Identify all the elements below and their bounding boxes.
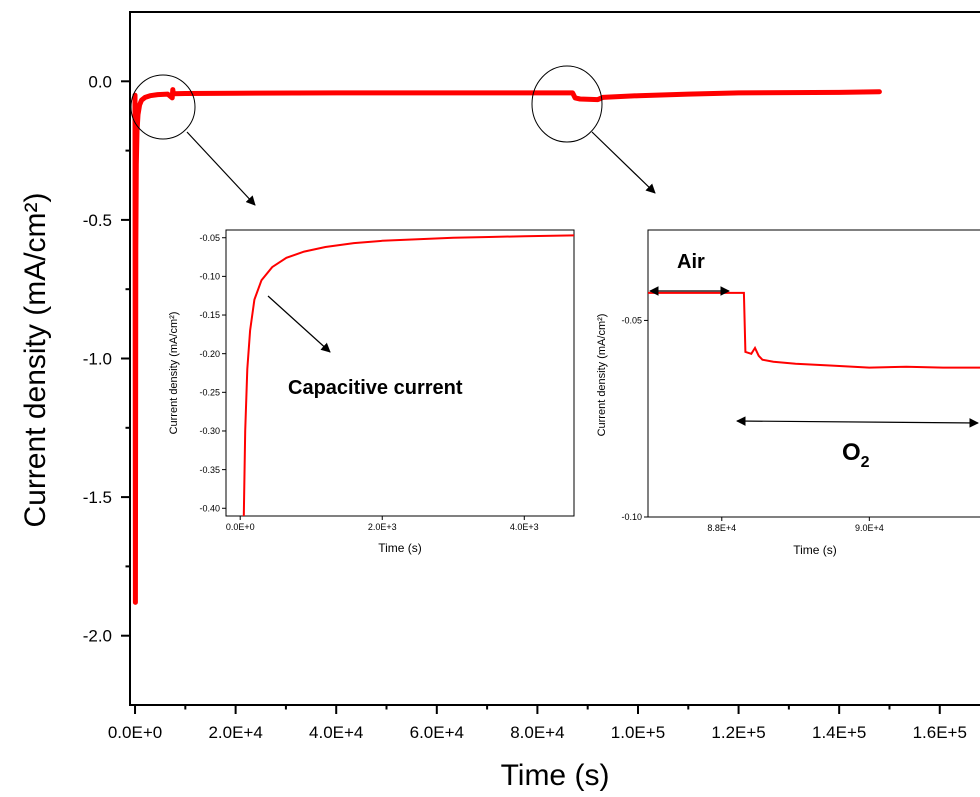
o2-label-subscript: 2 — [861, 454, 870, 471]
inset1-y-tick-label: -0.15 — [199, 310, 220, 320]
zoom-circle-switch — [531, 65, 603, 143]
main-y-tick-label: 0.0 — [88, 72, 112, 91]
inset2-series-line — [648, 291, 980, 369]
main-x-tick-label: 2.0E+4 — [208, 723, 262, 742]
inset1-annotation: Capacitive current — [288, 377, 463, 399]
inset1-y-tick-label: -0.25 — [199, 387, 220, 397]
main-x-tick-label: 1.6E+5 — [913, 723, 967, 742]
main-y-tick-label: -1.5 — [83, 488, 112, 507]
main-x-tick-label: 4.0E+4 — [309, 723, 363, 742]
inset2-y-tick-label: -0.10 — [621, 512, 642, 522]
main-y-tick-label: -2.0 — [83, 627, 112, 646]
inset2-y-tick-label: -0.05 — [621, 316, 642, 326]
inset-gas-switch: 8.8E+4 9.0E+4 -0.05 -0.10 Air O2 Time (s) C… — [596, 229, 980, 557]
inset1-x-tick-label: 2.0E+3 — [368, 522, 397, 532]
inset1-y-axis-label: Current density (mA/cm²) — [168, 312, 180, 435]
main-y-axis-label: Current density (mA/cm²) — [19, 192, 52, 527]
inset2-x-tick-label: 8.8E+4 — [707, 523, 736, 533]
air-label: Air — [677, 251, 705, 273]
inset1-y-tick-label: -0.05 — [199, 233, 220, 243]
main-x-tick-label: 8.0E+4 — [510, 723, 564, 742]
inset-capacitive: 0.0E+0 2.0E+3 4.0E+3 -0.05 -0.10 -0.15 -0.20 -0… — [168, 229, 575, 555]
inset1-x-axis-label: Time (s) — [378, 541, 422, 555]
main-x-tick-label: 1.2E+5 — [711, 723, 765, 742]
main-x-ticks: 0.0E+0 2.0E+4 4.0E+4 6.0E+4 8.0E+4 1.0E+5 1.2E… — [108, 705, 967, 742]
main-series-line — [132, 87, 882, 605]
inset2-y-axis-label: Current density (mA/cm²) — [596, 314, 608, 437]
inset1-x-tick-label: 4.0E+3 — [510, 522, 539, 532]
main-x-tick-label: 0.0E+0 — [108, 723, 162, 742]
main-y-ticks: 0.0 -0.5 -1.0 -1.5 -2.0 — [83, 72, 130, 646]
main-y-tick-label: -1.0 — [83, 349, 112, 368]
inset1-ticks: 0.0E+0 2.0E+3 4.0E+3 -0.05 -0.10 -0.15 -0.20 -0… — [199, 233, 538, 532]
inset1-y-tick-label: -0.40 — [199, 503, 220, 513]
main-x-axis-label: Time (s) — [501, 759, 610, 792]
inset1-x-tick-label: 0.0E+0 — [226, 522, 255, 532]
zoom-arrow-start — [186, 131, 256, 206]
inset1-series-line — [242, 234, 575, 517]
inset1-y-tick-label: -0.30 — [199, 426, 220, 436]
inset2-x-axis-label: Time (s) — [793, 543, 837, 557]
inset1-y-tick-label: -0.10 — [199, 272, 220, 282]
main-x-tick-label: 1.4E+5 — [812, 723, 866, 742]
inset2-ticks: 8.8E+4 9.0E+4 -0.05 -0.10 — [621, 316, 883, 533]
zoom-circle-start — [130, 74, 196, 140]
o2-span-arrow — [736, 416, 979, 428]
inset2-x-tick-label: 9.0E+4 — [855, 523, 884, 533]
main-x-tick-label: 1.0E+5 — [611, 723, 665, 742]
inset1-y-tick-label: -0.35 — [199, 465, 220, 475]
o2-label: O2 — [842, 439, 870, 471]
o2-label-main: O — [842, 439, 861, 466]
main-x-tick-label: 6.0E+4 — [410, 723, 464, 742]
zoom-arrow-switch — [591, 131, 656, 194]
inset1-arrow — [267, 295, 331, 353]
main-y-tick-label: -0.5 — [83, 211, 112, 230]
inset1-y-tick-label: -0.20 — [199, 349, 220, 359]
